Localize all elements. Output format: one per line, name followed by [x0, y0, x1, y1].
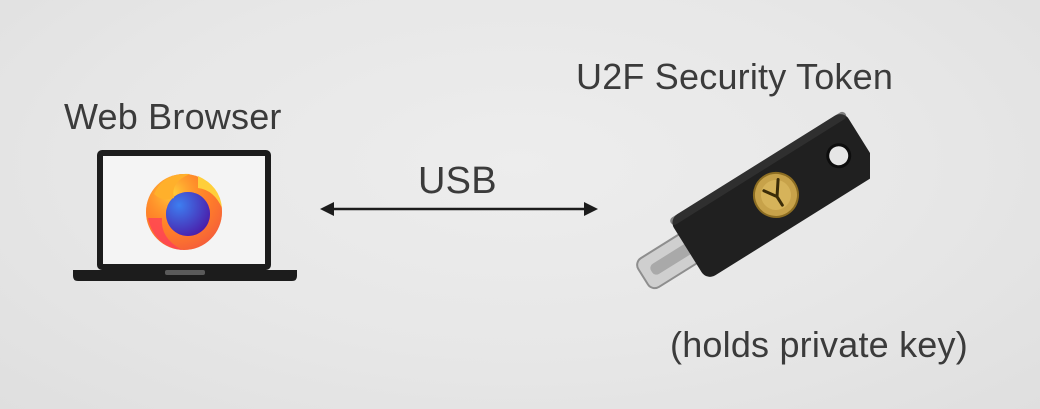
laptop-icon: [73, 150, 297, 281]
security-token-label: U2F Security Token: [576, 56, 894, 97]
web-browser-label: Web Browser: [64, 96, 282, 137]
private-key-note: (holds private key): [670, 324, 968, 365]
usb-security-key-icon: [636, 111, 870, 290]
double-headed-arrow-icon: [320, 202, 598, 216]
usb-label: USB: [418, 160, 497, 202]
firefox-logo-icon: [146, 173, 222, 250]
